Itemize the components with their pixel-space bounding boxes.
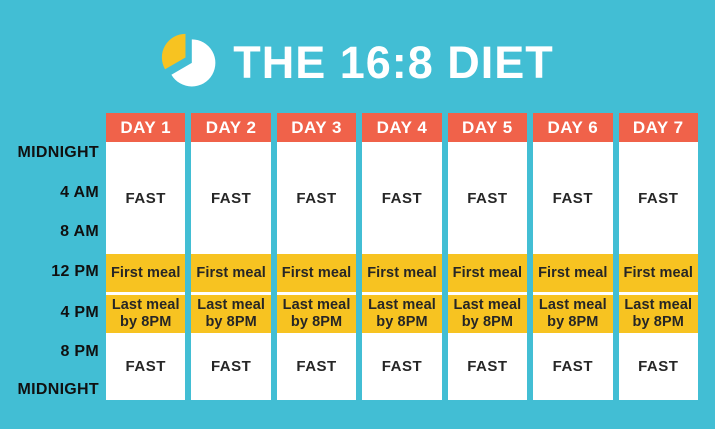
first-meal-cell: First meal — [362, 254, 442, 292]
last-meal-line: by 8PM — [290, 314, 343, 330]
fast-cell: FAST — [533, 142, 613, 254]
fast-cell: FAST — [276, 333, 357, 400]
cell-separator — [533, 292, 613, 295]
day-column-2: DAY 2 FAST First meal Last meal by 8PM F… — [191, 113, 271, 400]
time-label-midnight-top: MIDNIGHT — [17, 144, 99, 161]
day-column-1: DAY 1 FAST First meal Last meal by 8PM F… — [106, 113, 186, 400]
cell-separator — [447, 292, 528, 295]
last-meal-line: by 8PM — [205, 314, 257, 330]
fast-cell: FAST — [362, 333, 442, 400]
last-meal-line: Last meal — [197, 297, 266, 314]
diet-schedule-table: DAY 1 FAST First meal Last meal by 8PM F… — [106, 113, 698, 400]
page-title: THE 16:8 DIET — [233, 36, 554, 88]
cell-separator — [276, 292, 357, 295]
first-meal-cell: First meal — [447, 254, 528, 292]
pie-chart-icon — [162, 33, 216, 87]
last-meal-line: by 8PM — [461, 314, 514, 330]
time-label-8am: 8 AM — [60, 223, 99, 240]
last-meal-cell: Last meal by 8PM — [191, 295, 271, 333]
fast-cell: FAST — [276, 142, 357, 254]
last-meal-line: Last meal — [368, 297, 436, 314]
time-label-4pm: 4 PM — [60, 304, 99, 321]
fast-cell: FAST — [533, 333, 613, 400]
day-header: DAY 2 — [191, 113, 271, 142]
last-meal-cell: Last meal by 8PM — [447, 295, 528, 333]
fast-cell: FAST — [191, 142, 271, 254]
cell-separator — [106, 292, 186, 295]
last-meal-line: by 8PM — [547, 314, 599, 330]
last-meal-line: by 8PM — [376, 314, 428, 330]
last-meal-cell: Last meal by 8PM — [533, 295, 613, 333]
day-header: DAY 7 — [618, 113, 698, 142]
last-meal-cell: Last meal by 8PM — [362, 295, 442, 333]
cell-separator — [191, 292, 271, 295]
last-meal-line: Last meal — [111, 297, 180, 314]
last-meal-cell: Last meal by 8PM — [106, 295, 186, 333]
first-meal-cell: First meal — [533, 254, 613, 292]
last-meal-line: by 8PM — [632, 314, 684, 330]
last-meal-line: Last meal — [282, 297, 351, 314]
pie-wedge-shape — [162, 33, 186, 70]
first-meal-cell: First meal — [191, 254, 271, 292]
day-header: DAY 1 — [106, 113, 186, 142]
day-header: DAY 3 — [276, 113, 357, 142]
day-header: DAY 6 — [533, 113, 613, 142]
time-label-12pm: 12 PM — [51, 263, 99, 280]
time-label-8pm: 8 PM — [60, 343, 99, 360]
last-meal-line: by 8PM — [120, 314, 172, 330]
fast-cell: FAST — [447, 333, 528, 400]
first-meal-cell: First meal — [276, 254, 357, 292]
time-label-4am: 4 AM — [60, 184, 99, 201]
pie-body-shape — [171, 39, 216, 87]
last-meal-line: Last meal — [624, 297, 693, 314]
fast-cell: FAST — [618, 333, 698, 400]
cell-separator — [618, 292, 698, 295]
fast-cell: FAST — [191, 333, 271, 400]
last-meal-cell: Last meal by 8PM — [276, 295, 357, 333]
last-meal-cell: Last meal by 8PM — [618, 295, 698, 333]
day-column-6: DAY 6 FAST First meal Last meal by 8PM F… — [533, 113, 613, 400]
last-meal-line: Last meal — [538, 297, 607, 314]
day-column-4: DAY 4 FAST First meal Last meal by 8PM F… — [362, 113, 442, 400]
day-column-3: DAY 3 FAST First meal Last meal by 8PM F… — [276, 113, 357, 400]
first-meal-cell: First meal — [106, 254, 186, 292]
title-bar: THE 16:8 DIET — [0, 30, 715, 94]
day-header: DAY 5 — [447, 113, 528, 142]
day-header: DAY 4 — [362, 113, 442, 142]
time-label-midnight-bottom: MIDNIGHT — [17, 381, 99, 398]
fast-cell: FAST — [106, 142, 186, 254]
fast-cell: FAST — [618, 142, 698, 254]
first-meal-cell: First meal — [618, 254, 698, 292]
cell-separator — [362, 292, 442, 295]
fast-cell: FAST — [447, 142, 528, 254]
fast-cell: FAST — [362, 142, 442, 254]
fast-cell: FAST — [106, 333, 186, 400]
day-column-5: DAY 5 FAST First meal Last meal by 8PM F… — [447, 113, 528, 400]
last-meal-line: Last meal — [453, 297, 522, 314]
day-column-7: DAY 7 FAST First meal Last meal by 8PM F… — [618, 113, 698, 400]
